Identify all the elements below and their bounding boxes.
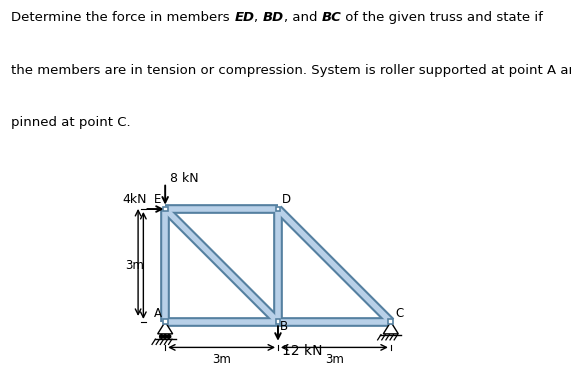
Text: E: E bbox=[154, 193, 162, 206]
Text: 3m: 3m bbox=[325, 353, 344, 366]
Text: BD: BD bbox=[263, 11, 284, 24]
Text: C: C bbox=[395, 307, 404, 320]
Text: 4kN: 4kN bbox=[122, 193, 146, 206]
Text: 12 kN: 12 kN bbox=[282, 344, 322, 358]
Polygon shape bbox=[383, 322, 399, 334]
Text: BC: BC bbox=[321, 11, 341, 24]
Bar bbox=[388, 319, 393, 324]
Text: B: B bbox=[279, 320, 288, 333]
Text: A: A bbox=[154, 308, 162, 320]
Bar bbox=[163, 207, 168, 212]
Text: , and: , and bbox=[284, 11, 321, 24]
Text: pinned at point C.: pinned at point C. bbox=[11, 116, 131, 129]
Text: 8 kN: 8 kN bbox=[170, 172, 198, 185]
Text: of the given truss and state if: of the given truss and state if bbox=[341, 11, 543, 24]
Bar bbox=[276, 207, 280, 212]
Text: Determine the force in members: Determine the force in members bbox=[11, 11, 234, 24]
Text: 3m: 3m bbox=[125, 259, 144, 272]
Text: 3m: 3m bbox=[212, 353, 231, 366]
Bar bbox=[163, 319, 168, 324]
Text: ED: ED bbox=[234, 11, 254, 24]
Text: the members are in tension or compression. System is roller supported at point A: the members are in tension or compressio… bbox=[11, 63, 571, 77]
Circle shape bbox=[163, 335, 167, 338]
Polygon shape bbox=[158, 322, 172, 334]
Bar bbox=[276, 319, 280, 324]
Circle shape bbox=[160, 335, 163, 338]
Circle shape bbox=[167, 335, 171, 338]
Text: D: D bbox=[282, 193, 291, 206]
Text: ,: , bbox=[254, 11, 263, 24]
